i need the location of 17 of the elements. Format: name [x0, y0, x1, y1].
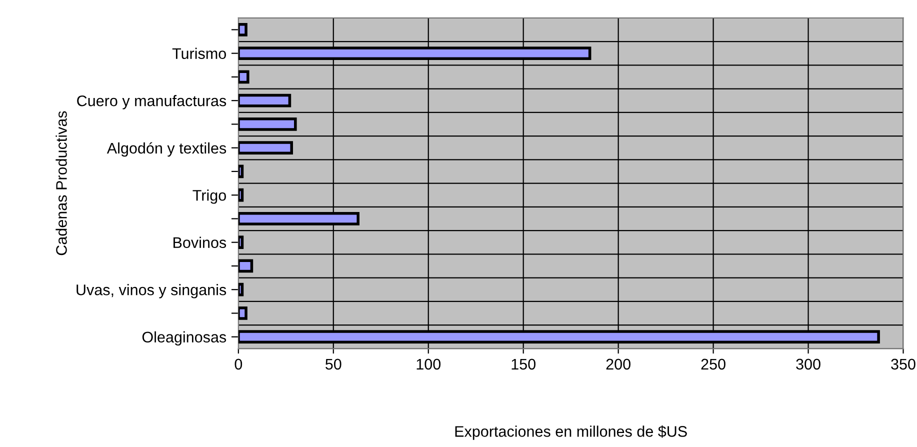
- y-tick-label: Cuero y manufacturas: [77, 95, 226, 110]
- y-axis-title: Cadenas Productivas: [56, 111, 67, 256]
- y-tick-label: Bovinos: [174, 236, 226, 248]
- x-tick-label: 0: [234, 358, 242, 370]
- x-tick-label: 200: [606, 358, 630, 370]
- x-tick-label: 150: [512, 358, 536, 370]
- y-tick-label: Turismo: [172, 48, 226, 60]
- y-tick-label: Oleaginosas: [142, 331, 226, 346]
- y-tick-label: Uvas, vinos y singanis: [76, 284, 226, 298]
- x-tick-label: 300: [796, 358, 820, 370]
- y-tick-label: Trigo: [192, 190, 226, 204]
- x-axis-title: Exportaciones en millones de $US: [455, 425, 687, 440]
- y-tick-label: Algodón y textiles: [106, 142, 226, 157]
- x-tick-label: 50: [326, 358, 342, 370]
- x-tick-label: 100: [416, 358, 441, 370]
- x-tick-label: 350: [891, 358, 916, 370]
- x-tick-label: 250: [701, 358, 726, 370]
